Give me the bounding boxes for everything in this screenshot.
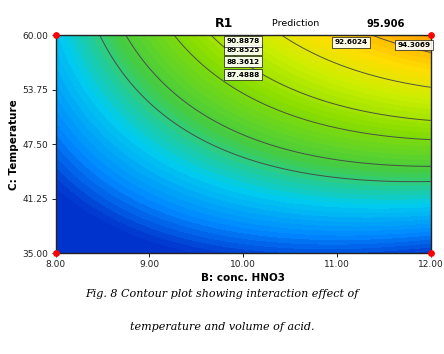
X-axis label: B: conc. HNO3: B: conc. HNO3: [201, 273, 285, 283]
Point: [427, 250, 434, 256]
Text: 95.906: 95.906: [367, 19, 405, 29]
Text: R1: R1: [215, 17, 234, 30]
Text: temperature and volume of acid.: temperature and volume of acid.: [130, 322, 314, 332]
Text: 88.3612: 88.3612: [226, 58, 260, 64]
Point: [52, 250, 59, 256]
Text: 87.4888: 87.4888: [226, 72, 260, 78]
Text: 90.8878: 90.8878: [226, 39, 260, 45]
Text: Fig. 8 Contour plot showing interaction effect of: Fig. 8 Contour plot showing interaction …: [85, 289, 359, 298]
Text: 89.8525: 89.8525: [226, 47, 260, 53]
Point: [52, 33, 59, 38]
Text: 92.6024: 92.6024: [334, 39, 368, 45]
Y-axis label: C: Temperature: C: Temperature: [8, 99, 19, 190]
Point: [427, 33, 434, 38]
Text: Prediction: Prediction: [272, 19, 325, 28]
Text: 94.3069: 94.3069: [397, 42, 430, 48]
